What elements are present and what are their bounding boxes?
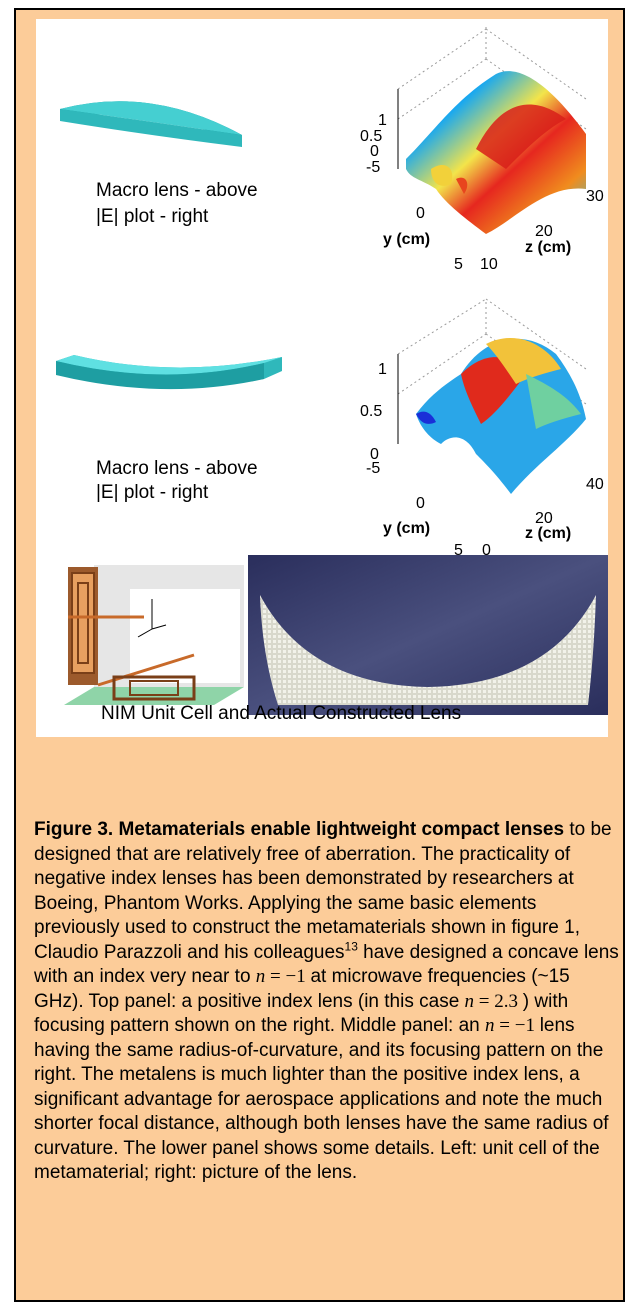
top-ztick-1: 1: [378, 112, 387, 129]
math-n-2: n: [464, 990, 475, 1012]
math-n-1: n: [255, 966, 266, 987]
figure-panel: Macro lens - above |E| plot - right: [36, 19, 608, 737]
middle-ztick-4: -5: [366, 460, 381, 477]
figure-frame: Macro lens - above |E| plot - right: [14, 8, 625, 1302]
figure-title: Figure 3. Metamaterials enable lightweig…: [34, 819, 565, 840]
figure-description: Figure 3. Metamaterials enable lightweig…: [34, 818, 619, 1186]
middle-ztick-1: 1: [378, 361, 387, 378]
math-eq-neg1-1: = −1: [265, 966, 311, 987]
desc-part-4: ) with focusing pattern shown on the rig…: [34, 990, 569, 1037]
top-lens-caption-2: |E| plot - right: [96, 206, 209, 227]
middle-ztick-3: 0: [370, 446, 379, 463]
middle-lens-caption-1: Macro lens - above: [96, 458, 258, 479]
middle-xtick-1: 0: [482, 542, 491, 559]
top-ytick-1: 0: [416, 205, 425, 222]
middle-y-axis-label: y (cm): [383, 520, 431, 537]
top-ztick-2: 0.5: [360, 128, 383, 145]
top-lens-illustration: [60, 101, 242, 147]
desc-part-3: at microwave frequencies (~15 GHz). Top …: [34, 966, 570, 1012]
top-xtick-3: 30: [586, 188, 604, 205]
middle-xtick-2: 20: [535, 510, 553, 527]
top-y-axis-label: y (cm): [383, 231, 431, 248]
math-n-3: n: [485, 1015, 495, 1036]
top-ztick-4: -5: [366, 159, 381, 176]
top-x-axis-label: z (cm): [525, 239, 572, 256]
middle-ytick-1: 0: [416, 495, 425, 512]
top-xtick-2: 20: [535, 223, 553, 240]
desc-part-5: lens having the same radius-of-curvature…: [34, 1015, 609, 1183]
math-eq-23: = 2.3: [474, 990, 523, 1012]
top-ztick-3: 0: [370, 143, 379, 160]
math-eq-neg1-2: = −1: [494, 1015, 540, 1036]
nim-unit-cell-illustration: [64, 565, 244, 705]
desc-part-2: have designed a concave lens with an ind…: [34, 941, 619, 988]
middle-lens-caption-2: |E| plot - right: [96, 482, 209, 503]
middle-field-plot: [397, 298, 587, 494]
middle-x-axis-label: z (cm): [525, 525, 572, 542]
middle-ytick-2: 5: [454, 542, 463, 559]
constructed-lens-photo: [248, 555, 608, 715]
top-xtick-1: 10: [480, 256, 498, 273]
middle-ztick-2: 0.5: [360, 403, 383, 420]
middle-xtick-3: 40: [586, 476, 604, 493]
desc-part-1: to be designed that are relatively free …: [34, 819, 612, 963]
top-ytick-2: 5: [454, 256, 463, 273]
bottom-panel-caption: NIM Unit Cell and Actual Constructed Len…: [101, 703, 462, 724]
top-field-plot: [397, 24, 587, 234]
top-lens-caption-1: Macro lens - above: [96, 180, 258, 201]
reference-13: 13: [344, 939, 358, 954]
middle-lens-illustration: [56, 355, 282, 390]
